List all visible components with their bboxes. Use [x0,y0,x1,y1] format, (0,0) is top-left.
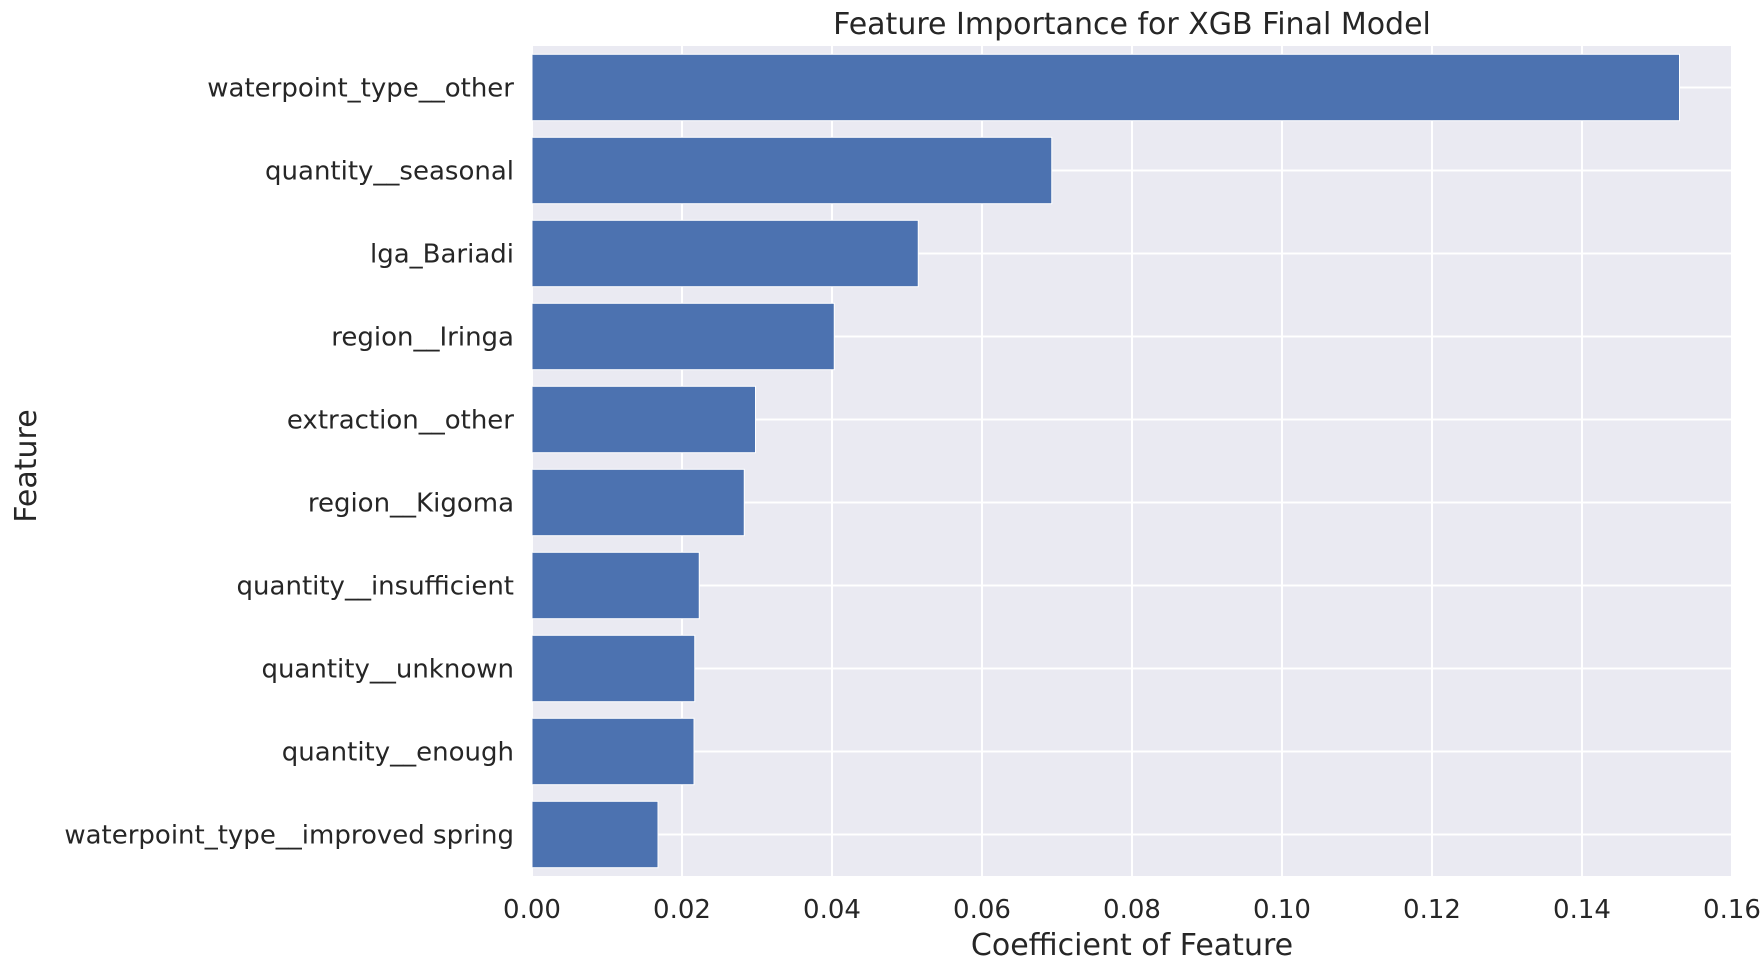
bar [531,136,1053,205]
y-tick-label: lga_Bariadi [370,240,514,270]
bar [531,634,696,703]
bar [531,53,1680,122]
bars [531,53,1680,869]
bar [531,302,835,371]
x-tick-label: 0.10 [1253,895,1311,925]
y-axis-title: Feature [9,409,44,522]
bar [531,468,745,537]
x-tick-label: 0.16 [1703,895,1761,925]
x-tick-label: 0.08 [1103,895,1161,925]
x-tick-label: 0.14 [1553,895,1611,925]
y-tick-label: quantity__insufficient [237,572,514,602]
x-axis-title: Coefficient of Feature [971,928,1293,963]
y-tick-label: quantity__seasonal [265,157,514,187]
bar [531,219,919,288]
y-tick-label: quantity__enough [282,738,514,768]
y-tick-label: extraction__other [287,406,514,436]
y-tick-label: region__Iringa [331,323,514,353]
x-tick-labels: 0.00 0.02 0.04 0.06 0.08 0.10 0.12 0.14 0.16 [503,895,1761,925]
bar [531,551,700,620]
y-tick-label: waterpoint_type__other [207,74,514,104]
bar [531,800,659,869]
x-tick-label: 0.00 [503,895,561,925]
y-tick-label: region__Kigoma [308,489,514,519]
x-tick-label: 0.02 [653,895,711,925]
bar [531,717,695,786]
y-tick-labels: waterpoint_type__other quantity__seasonal… [64,74,514,851]
x-tick-label: 0.12 [1403,895,1461,925]
y-tick-label: quantity__unknown [261,655,514,685]
x-tick-label: 0.04 [803,895,861,925]
chart-title: Feature Importance for XGB Final Model [833,7,1431,42]
y-tick-label: waterpoint_type__improved spring [64,821,514,851]
x-tick-label: 0.06 [953,895,1011,925]
bar [531,385,756,454]
